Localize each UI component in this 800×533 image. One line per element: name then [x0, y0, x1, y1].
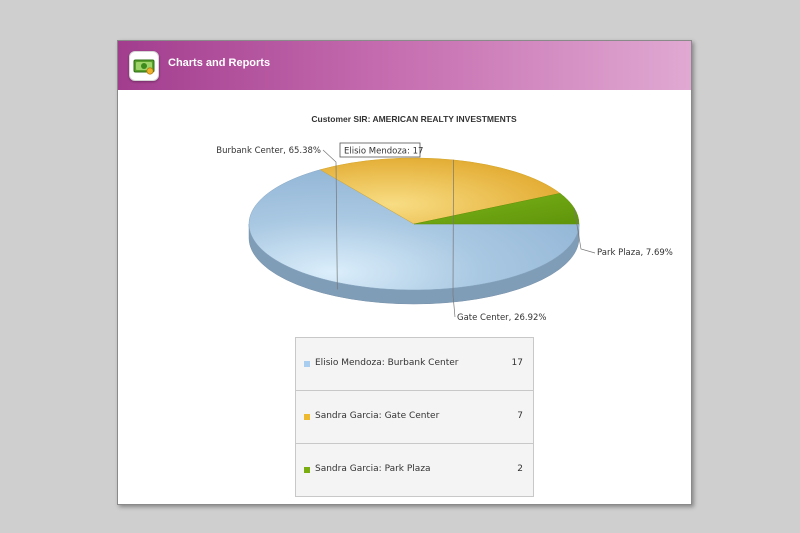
legend-table: Elisio Mendoza: Burbank Center 17 Sandra…	[295, 337, 534, 497]
legend-swatch	[304, 414, 310, 420]
legend-value: 17	[511, 358, 523, 368]
slice-label: Gate Center, 26.92%	[457, 313, 546, 323]
slice-label: Park Plaza, 7.69%	[597, 248, 673, 258]
chart-title: Customer SIR: AMERICAN REALTY INVESTMENT…	[311, 114, 517, 124]
tooltip: Elisio Mendoza: 17	[339, 142, 423, 158]
legend-row[interactable]: Sandra Garcia: Park Plaza 2	[296, 443, 533, 496]
header-title: Charts and Reports	[168, 57, 271, 69]
slice-leader-line	[452, 159, 456, 318]
charts-window: Charts and Reports Customer SIR: AMERICA…	[117, 40, 692, 505]
slice-labels: Burbank Center, 65.38% Gate Center, 26.92…	[216, 146, 673, 323]
legend-label: Sandra Garcia: Park Plaza	[315, 464, 431, 474]
legend-swatch	[304, 467, 310, 473]
pie-slices	[248, 157, 580, 305]
slice-label: Burbank Center, 65.38%	[216, 146, 321, 156]
slice-leader-line	[322, 149, 338, 290]
legend-row[interactable]: Elisio Mendoza: Burbank Center 17	[296, 338, 533, 390]
legend-label: Elisio Mendoza: Burbank Center	[315, 358, 459, 368]
pie-chart: Customer SIR: AMERICAN REALTY INVESTMENT…	[216, 114, 673, 323]
legend-swatch	[304, 361, 310, 367]
pie-slice	[413, 193, 580, 225]
tooltip-text: Elisio Mendoza: 17	[344, 147, 423, 157]
legend-row[interactable]: Sandra Garcia: Gate Center 7	[296, 390, 533, 443]
legend-value: 7	[517, 411, 523, 421]
money-icon	[129, 51, 159, 81]
slice-leader-line	[573, 208, 596, 254]
window-header: Charts and Reports	[118, 41, 691, 90]
legend-value: 2	[517, 464, 523, 474]
legend-label: Sandra Garcia: Gate Center	[315, 411, 440, 421]
